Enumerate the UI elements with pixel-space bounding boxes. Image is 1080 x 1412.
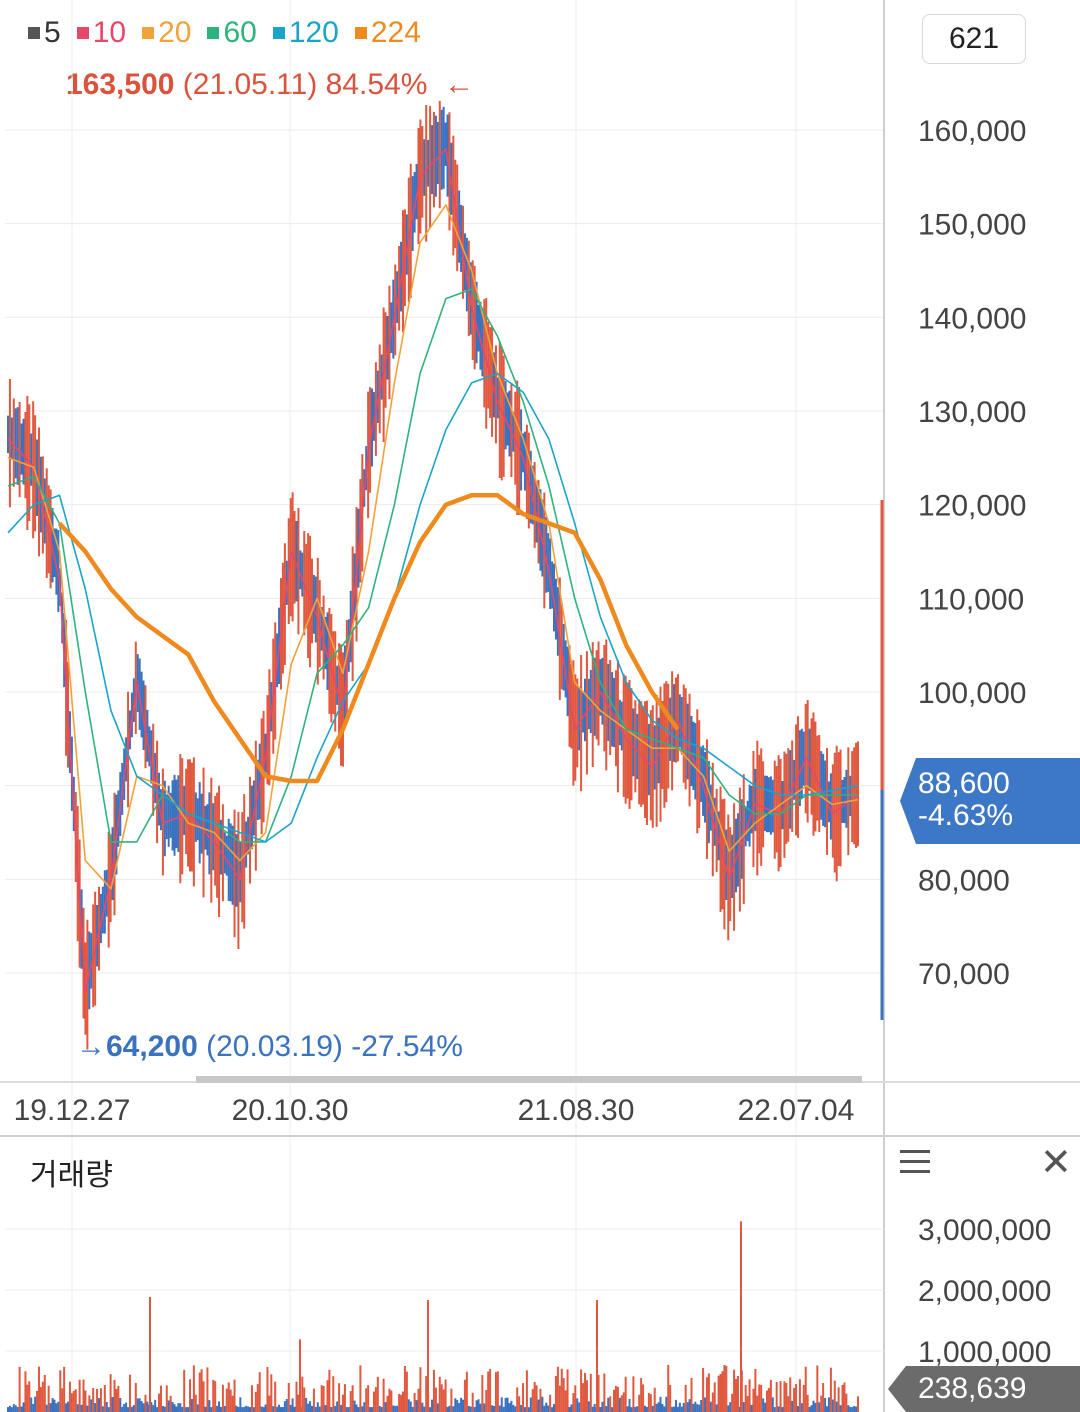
vol-tick-label: 1,000,000 — [918, 1336, 1051, 1369]
legend-swatch — [354, 27, 367, 39]
x-tick-label: 21.08.30 — [518, 1094, 635, 1127]
legend-item-60[interactable]: 60 — [207, 16, 257, 50]
current-change: -4.63% — [918, 799, 1014, 832]
legend-swatch — [142, 27, 155, 39]
high-date: (21.05.11) — [182, 68, 318, 101]
high-annotation: 163,500 (21.05.11) 84.54% ← — [66, 68, 474, 102]
ma-line-20 — [7, 204, 859, 890]
y-tick-label: 160,000 — [918, 115, 1026, 148]
y-tick-label: 110,000 — [918, 583, 1024, 616]
legend-label: 120 — [288, 16, 339, 49]
legend-label: 20 — [158, 16, 192, 49]
legend-item-224[interactable]: 224 — [354, 16, 421, 50]
vol-tick-label: 2,000,000 — [918, 1275, 1051, 1308]
y-tick-label: 130,000 — [918, 396, 1026, 429]
low-date: (20.03.19) — [206, 1030, 343, 1063]
left-arrow-icon: ← — [444, 68, 475, 101]
legend-swatch — [76, 27, 89, 39]
current-volume-badge: 238,639 — [888, 1366, 1080, 1412]
high-pct: 84.54% — [325, 68, 428, 101]
legend-item-20[interactable]: 20 — [142, 16, 191, 50]
y-tick-label: 80,000 — [918, 864, 1010, 897]
current-price-badge: 88,600 -4.63% — [900, 758, 1080, 844]
legend-item-5[interactable]: 5 — [28, 16, 61, 50]
legend-label: 5 — [44, 16, 61, 49]
ma-line-60 — [7, 288, 858, 843]
volume-title: 거래량 — [30, 1159, 113, 1192]
legend-label: 60 — [223, 16, 257, 49]
candle-count-box[interactable]: 621 — [922, 14, 1026, 64]
legend-item-10[interactable]: 10 — [76, 16, 127, 50]
x-tick-label: 22.07.04 — [738, 1094, 855, 1127]
legend-swatch — [207, 27, 220, 39]
legend-label: 10 — [92, 16, 127, 49]
low-pct: -27.54% — [351, 1030, 463, 1063]
y-tick-label: 150,000 — [918, 209, 1026, 242]
y-tick-label: 140,000 — [918, 302, 1026, 335]
close-icon[interactable]: ✕ — [1040, 1142, 1072, 1184]
low-price: 64,200 — [106, 1030, 198, 1063]
right-arrow-icon: → — [76, 1030, 106, 1063]
menu-icon[interactable] — [900, 1150, 930, 1176]
legend-swatch — [272, 27, 285, 39]
current-price: 88,600 — [918, 767, 1010, 800]
x-tick-label: 19.12.27 — [14, 1094, 131, 1127]
y-tick-label: 100,000 — [918, 677, 1026, 710]
vol-tick-label: 3,000,000 — [918, 1214, 1051, 1247]
legend-item-120[interactable]: 120 — [272, 16, 339, 50]
legend: 5 10 20 60 120 224 — [28, 16, 421, 50]
legend-swatch — [28, 27, 40, 39]
ma-line-224 — [57, 493, 680, 784]
y-tick-label: 120,000 — [918, 490, 1026, 523]
high-price: 163,500 — [66, 68, 175, 101]
low-annotation: →64,200 (20.03.19) -27.54% — [76, 1030, 463, 1064]
ma-line-120 — [7, 372, 859, 843]
y-tick-label: 70,000 — [918, 958, 1010, 991]
legend-label: 224 — [370, 16, 421, 49]
ma-line-5 — [7, 147, 859, 993]
scrollbar[interactable] — [196, 1076, 862, 1083]
x-tick-label: 20.10.30 — [232, 1094, 349, 1127]
